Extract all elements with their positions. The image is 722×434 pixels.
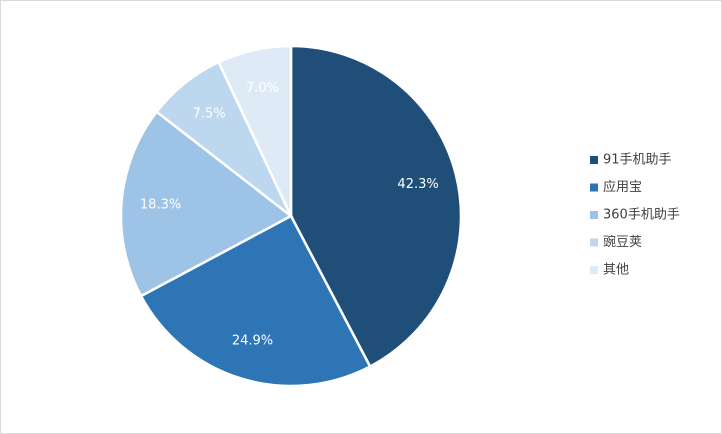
legend-label: 豌豆荚: [603, 234, 642, 250]
legend-swatch: [590, 183, 598, 192]
data-label: 18.3%: [140, 197, 181, 212]
legend-swatch: [590, 156, 598, 164]
legend-swatch: [590, 238, 598, 247]
legend-swatch: [590, 211, 598, 219]
legend-swatch: [590, 266, 598, 274]
data-label: 7.5%: [193, 106, 226, 121]
data-label: 7.0%: [246, 81, 279, 96]
pie-slice: [216, 44, 293, 217]
pie-slice: [119, 110, 294, 298]
legend-label: 360手机助手: [603, 208, 680, 223]
pie-slice: [139, 214, 372, 388]
legend-label: 其他: [603, 263, 629, 278]
pie-slice: [289, 44, 463, 369]
data-label: 24.9%: [232, 334, 273, 349]
legend-label: 91手机助手: [603, 153, 672, 168]
data-label: 42.3%: [397, 177, 438, 192]
legend-label: 应用宝: [603, 179, 642, 195]
